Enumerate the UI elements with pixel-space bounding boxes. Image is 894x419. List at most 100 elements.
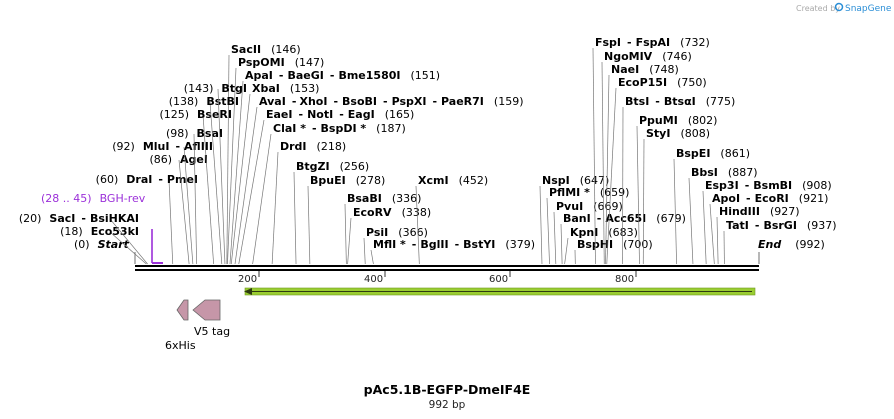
site-pspomi[interactable]: PspOMI (147) [238, 56, 324, 69]
enzyme-name: NgoMIV [604, 50, 653, 63]
start-position: (0) [74, 238, 90, 251]
enzyme-name: PspOMI [238, 56, 285, 69]
primer-bgh-rev[interactable]: (28 .. 45) BGH-rev [41, 192, 163, 264]
site-xcmi[interactable]: XcmI (452) [418, 174, 488, 187]
site-leader-line [234, 106, 258, 265]
site-naei[interactable]: NaeI (748) [611, 63, 679, 76]
site-esp3i-bsmbi[interactable]: Esp3I - BsmBI (908) [705, 179, 832, 192]
site-ngomiv[interactable]: NgoMIV (746) [604, 50, 692, 63]
site-label: PflMI * (659) [549, 186, 629, 199]
site-apoi-ecori[interactable]: ApoI - EcoRI (921) [712, 192, 828, 205]
enzyme-name: BglII [420, 238, 448, 251]
site-kpni[interactable]: KpnI (683) [570, 226, 638, 239]
site-saci-bsihkai[interactable]: (20) SacI - BsiHKAI [19, 212, 139, 225]
site-label: SacII (146) [231, 43, 301, 56]
site-bsabi[interactable]: BsaBI (336) [347, 192, 421, 205]
site-avai-xhoi-bsobi-pspxi-paer7i[interactable]: AvaI - XhoI - BsoBI - PspXI - PaeR7I (159) [259, 95, 524, 108]
site-agei[interactable]: (86) AgeI [149, 153, 208, 166]
enzyme-name: BspEI [676, 147, 710, 160]
ruler: 200 400 600 800 [238, 271, 637, 285]
site-bspei[interactable]: BspEI (861) [676, 147, 750, 160]
site-separator: - [333, 95, 338, 108]
restriction-sites: SacII (146)PspOMI (147)ApaI - BaeGI - Bme1580I… [19, 36, 837, 265]
site-mlui-afliii[interactable]: (92) MluI - AflIII [112, 140, 213, 153]
site-eaei-noti-eagi[interactable]: EaeI - NotI - EagI (165) [266, 108, 414, 121]
site-separator: - [745, 179, 750, 192]
site-leader-line [709, 203, 715, 265]
site-sacii[interactable]: SacII (146) [231, 43, 301, 56]
site-label: AvaI - XhoI - BsoBI - PspXI - PaeR7I (159) [259, 95, 524, 108]
site-pvui[interactable]: PvuI (669) [556, 200, 623, 213]
site-clai-bspdi[interactable]: ClaI * - BspDI * (187) [273, 122, 406, 135]
site-label: DrdI (218) [280, 140, 346, 153]
site-bbsi[interactable]: BbsI (887) [691, 166, 758, 179]
feature-egfp[interactable] [244, 287, 756, 296]
feature-6xhis[interactable]: 6xHis [165, 299, 196, 352]
site-leader-line [193, 133, 197, 265]
enzyme-name: ClaI * [273, 122, 306, 135]
site-ecorv[interactable]: EcoRV (338) [353, 206, 431, 219]
feature-v5-tag[interactable]: V5 tag [192, 299, 230, 338]
site-hindiii[interactable]: HindIII (927) [719, 205, 800, 218]
site-drdi[interactable]: DrdI (218) [280, 140, 346, 153]
site-leader-line [415, 185, 420, 265]
site-leader-line [109, 231, 147, 265]
site-bpuei[interactable]: BpuEI (278) [310, 174, 385, 187]
site-btgi[interactable]: (143) BtgI [184, 82, 247, 95]
enzyme-name: PaeR7I [441, 95, 484, 108]
feature-6xhis-label: 6xHis [165, 339, 196, 352]
site-apai-baegi-bme1580i[interactable]: ApaI - BaeGI - Bme1580I (151) [245, 69, 440, 82]
site-bani-acc65i[interactable]: BanI - Acc65I (679) [563, 212, 686, 225]
site-ppumi[interactable]: PpuMI (802) [639, 114, 717, 127]
site-position: (165) [385, 108, 415, 121]
site-styi[interactable]: StyI (808) [646, 127, 710, 140]
ruler-label-200: 200 [238, 274, 257, 285]
enzyme-name: SacI [49, 212, 75, 225]
enzyme-name: BtsαI [664, 95, 696, 108]
site-bstbi[interactable]: (138) BstBI [169, 95, 239, 108]
primer-range: (28 .. 45) [41, 192, 92, 205]
site-label: NaeI (748) [611, 63, 679, 76]
site-position: (20) [19, 212, 42, 225]
site-bsai[interactable]: (98) BsaI [166, 127, 223, 140]
site-label: BspHI (700) [577, 238, 653, 251]
enzyme-name: MflI * [373, 238, 406, 251]
enzyme-name: NotI [307, 108, 333, 121]
site-fspi-fspai[interactable]: FspI - FspAI (732) [595, 36, 710, 49]
site-eco53ki[interactable]: (18) Eco53kI [60, 225, 139, 238]
site-position: (278) [356, 174, 386, 187]
site-bseri[interactable]: (125) BseRI [159, 108, 232, 121]
enzyme-name: BstBI [206, 95, 239, 108]
enzyme-name: FspI [595, 36, 621, 49]
site-psii[interactable]: PsiI (366) [366, 226, 428, 239]
site-leader-line [546, 197, 550, 265]
site-label: ApaI - BaeGI - Bme1580I (151) [245, 69, 440, 82]
site-btgzi[interactable]: BtgZI (256) [296, 160, 369, 173]
site-separator: - [339, 108, 344, 121]
site-label: (125) BseRI [159, 108, 232, 121]
site-ecop15i[interactable]: EcoP15I (750) [618, 76, 707, 89]
site-separator: - [292, 95, 296, 108]
site-bsphi[interactable]: BspHI (700) [577, 238, 653, 251]
enzyme-name: FspAI [636, 36, 671, 49]
site-position: (908) [802, 179, 832, 192]
site-position: (338) [402, 206, 432, 219]
site-pflmi[interactable]: PflMI * (659) [549, 186, 629, 199]
site-position: (98) [166, 127, 189, 140]
enzyme-name: Esp3I [705, 179, 739, 192]
site-leader-line [716, 216, 719, 265]
site-separator: - [299, 108, 304, 121]
site-label: XcmI (452) [418, 174, 488, 187]
enzyme-name: PvuI [556, 200, 583, 213]
site-label: EaeI - NotI - EagI (165) [266, 108, 414, 121]
site-drai-pmei[interactable]: (60) DraI - PmeI [96, 173, 198, 186]
site-label: (18) Eco53kI [60, 225, 139, 238]
site-mfli-bglii-bstyi[interactable]: MflI * - BglII - BstYI (379) [373, 238, 535, 251]
site-xbai[interactable]: XbaI (153) [252, 82, 319, 95]
site-separator: - [597, 212, 602, 225]
site-btsi-bts-i[interactable]: BtsI - BtsαI (775) [625, 95, 735, 108]
site-tati-bsrgi[interactable]: TatI - BsrGI (937) [726, 219, 837, 232]
enzyme-name: BsaBI [347, 192, 382, 205]
enzyme-name: NaeI [611, 63, 639, 76]
site-label: EcoP15I (750) [618, 76, 707, 89]
